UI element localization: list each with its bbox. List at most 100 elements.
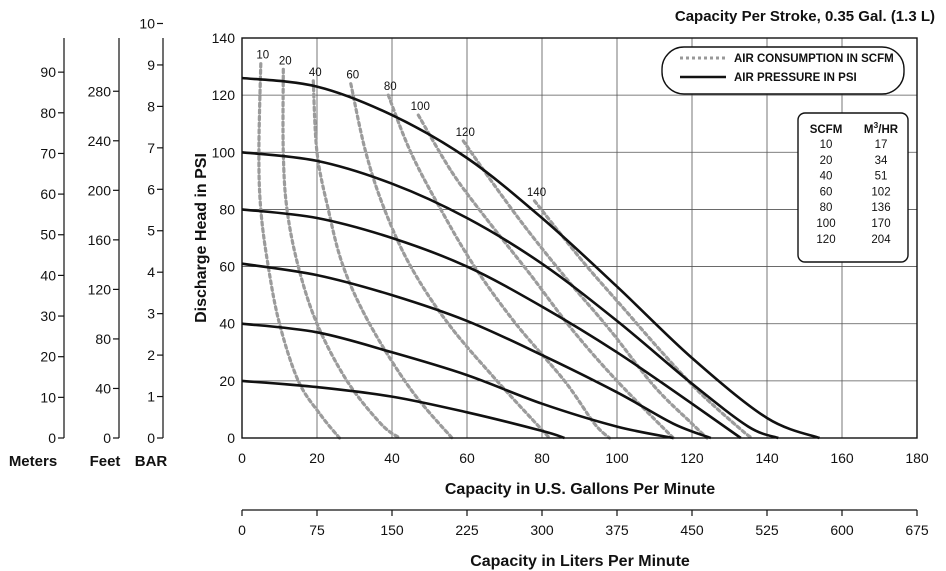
table-cell-m3hr: 51 (875, 171, 888, 183)
legend: AIR CONSUMPTION IN SCFM AIR PRESSURE IN P… (661, 46, 905, 95)
lpm-tick-label: 600 (830, 522, 854, 538)
y-tick-label: 0 (227, 430, 235, 446)
x-tick-label: 20 (309, 450, 325, 466)
x-tick-label: 0 (238, 450, 246, 466)
x-tick-label: 160 (830, 450, 854, 466)
left-axis-tick-label: 50 (40, 227, 56, 243)
x-axis-label: Capacity in U.S. Gallons Per Minute (445, 481, 715, 498)
plot-frame (241, 37, 918, 439)
x-tick-label: 140 (755, 450, 779, 466)
table-cell-scfm: 120 (816, 234, 835, 246)
air-curve-label-140: 140 (527, 187, 546, 199)
plot-border (241, 37, 918, 439)
left-axis-tick-label: 10 (40, 389, 56, 405)
left-axis-tick-label: 0 (103, 430, 111, 446)
table-cell-scfm: 40 (820, 171, 833, 183)
table-cell-scfm: 80 (820, 202, 833, 214)
table-cell-m3hr: 204 (871, 234, 891, 246)
scfm-conversion-table: SCFM M3/HR 10 17 20 34 40 51 60 102 80 136 100 170 120… (797, 112, 909, 263)
pressure-curve-60-psi (241, 262, 712, 440)
air-curve-100-scfm (416, 113, 675, 440)
y-tick-label: 80 (219, 201, 235, 217)
pressure-curve-80-psi (241, 208, 742, 440)
left-axis-tick-label: 5 (147, 223, 155, 239)
y-tick-label: 40 (219, 316, 235, 332)
air-curve-label-60: 60 (346, 70, 359, 82)
left-axis-tick-label: 70 (40, 145, 56, 161)
lpm-tick-label: 225 (455, 522, 479, 538)
pressure-curve-20-psi (241, 379, 565, 440)
y-axis-psi: 0 20 40 60 80 100 120 140 (212, 30, 236, 446)
y-tick-label: 20 (219, 373, 235, 389)
lpm-tick-label: 525 (755, 522, 779, 538)
left-axis-tick-label: 2 (147, 347, 155, 363)
left-axis-tick-label: 20 (40, 349, 56, 365)
left-axis-tick-label: 10 (139, 15, 155, 31)
secondary-x-axis-label: Capacity in Liters Per Minute (470, 553, 690, 570)
left-axis-tick-label: 200 (88, 182, 112, 198)
x-axis-lpm: 0 75 150 225 300 375 450 525 600 675 (238, 509, 929, 538)
lpm-tick-label: 150 (380, 522, 404, 538)
left-axis-tick-label: 0 (48, 430, 56, 446)
table-cell-scfm: 20 (820, 155, 833, 167)
y-tick-label: 60 (219, 259, 235, 275)
lpm-tick-label: 375 (605, 522, 629, 538)
pressure-curve-120-psi (241, 76, 820, 440)
unit-label-meters: Meters (9, 453, 57, 470)
left-axis-tick-label: 280 (88, 83, 112, 99)
lpm-tick-label: 300 (530, 522, 554, 538)
left-axis-tick-label: 6 (147, 181, 155, 197)
x-tick-label: 80 (534, 450, 550, 466)
left-axis-tick-label: 40 (40, 267, 56, 283)
lpm-tick-label: 675 (905, 522, 929, 538)
left-axis-tick-label: 1 (147, 389, 155, 405)
left-axis-tick-label: 9 (147, 57, 155, 73)
table-cell-scfm: 100 (816, 218, 835, 230)
unit-label-bar: BAR (135, 453, 168, 470)
air-curve-10-scfm (257, 62, 342, 440)
air-curve-40-scfm (311, 79, 454, 440)
left-axis-tick-label: 60 (40, 186, 56, 202)
air-curve-label-120: 120 (456, 127, 475, 139)
lpm-tick-label: 0 (238, 522, 246, 538)
table-header-scfm: SCFM (810, 124, 843, 136)
table-cell-scfm: 60 (820, 186, 833, 198)
left-axis-tick-label: 40 (95, 380, 111, 396)
unit-label-feet: Feet (90, 453, 121, 470)
air-curve-140-scfm (532, 199, 754, 440)
air-curve-20-scfm (281, 67, 402, 440)
table-cell-m3hr: 170 (871, 218, 890, 230)
left-axis-tick-label: 80 (95, 331, 111, 347)
pressure-curve-40-psi (241, 322, 674, 440)
x-tick-label: 180 (905, 450, 929, 466)
lpm-tick-label: 75 (309, 522, 325, 538)
air-curve-60-scfm (349, 82, 552, 440)
x-tick-label: 120 (680, 450, 704, 466)
left-axis-tick-label: 80 (40, 105, 56, 121)
air-curve-label-20: 20 (279, 55, 292, 67)
left-axis-tick-label: 8 (147, 98, 155, 114)
x-tick-label: 40 (384, 450, 400, 466)
air-pressure-curves (241, 76, 820, 440)
legend-label: AIR PRESSURE IN PSI (734, 72, 857, 84)
air-curve-label-40: 40 (309, 67, 322, 79)
left-axis-tick-label: 0 (147, 430, 155, 446)
table-cell-m3hr: 17 (875, 139, 888, 151)
lpm-tick-label: 450 (680, 522, 704, 538)
pressure-curve-100-psi (241, 151, 779, 440)
left-axis-tick-label: 7 (147, 140, 155, 156)
legend-label: AIR CONSUMPTION IN SCFM (734, 53, 894, 65)
table-cell-m3hr: 136 (871, 202, 890, 214)
x-axis-gpm: 0 20 40 60 80 100 120 140 160 180 (238, 450, 929, 466)
y-tick-label: 120 (212, 87, 236, 103)
left-axis-tick-label: 30 (40, 308, 56, 324)
left-axis-tick-label: 160 (88, 232, 112, 248)
chart-title: Capacity Per Stroke, 0.35 Gal. (1.3 L) (675, 8, 935, 25)
air-curve-120-scfm (461, 139, 709, 440)
left-axis-tick-label: 4 (147, 264, 155, 280)
left-axis-tick-label: 3 (147, 306, 155, 322)
air-consumption-curves: 10 20 40 60 80 100 120 140 (256, 50, 754, 440)
table-cell-m3hr: 34 (875, 155, 888, 167)
left-unit-axes: 0102030405060708090Meters040801201602002… (9, 15, 168, 470)
